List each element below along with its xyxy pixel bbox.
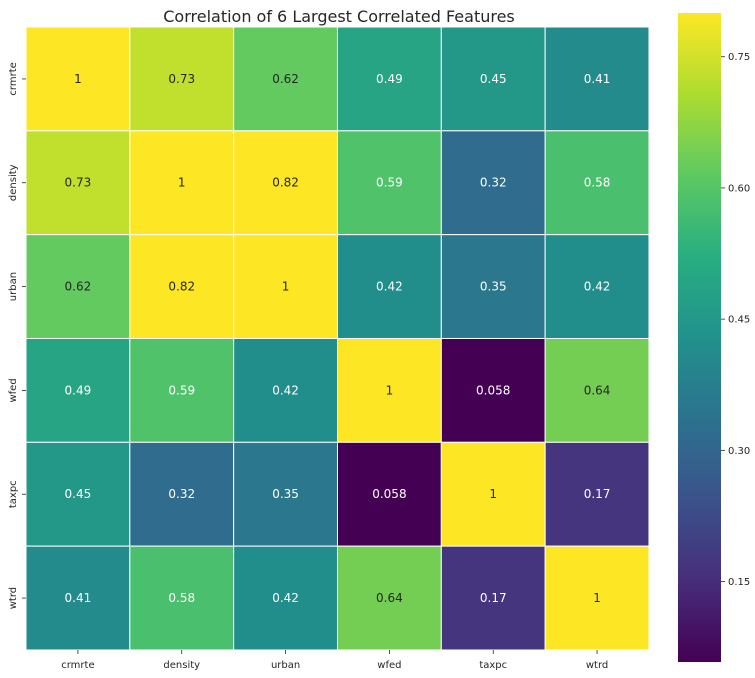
heatmap-cell (129, 234, 235, 339)
cell-value-label: 0.32 (480, 176, 507, 190)
x-tick-label: wfed (377, 660, 401, 671)
x-tick-label: density (163, 660, 200, 671)
cell-value-label: 0.45 (65, 487, 92, 501)
heatmap-cell (544, 441, 650, 547)
heatmap-cell (440, 26, 546, 132)
heatmap-cell (25, 337, 131, 443)
x-tick-label: crmrte (61, 660, 94, 671)
heatmap-cell (544, 26, 650, 132)
heatmap-cell (544, 234, 650, 339)
cell-value-label: 1 (178, 176, 186, 190)
x-tick-label: taxpc (479, 660, 507, 671)
cell-value-label: 0.058 (372, 487, 406, 501)
colorbar-gradient (678, 13, 721, 662)
y-tick-label: taxpc (8, 480, 19, 508)
cell-value-label: 0.73 (65, 176, 92, 190)
cell-value-label: 0.41 (584, 72, 611, 86)
cell-value-label: 1 (386, 383, 394, 397)
y-tick-label: density (8, 164, 19, 201)
cell-value-label: 0.58 (584, 176, 611, 190)
heatmap-cell (336, 337, 442, 443)
heatmap-cell (336, 130, 442, 236)
cell-value-label: 0.35 (480, 280, 507, 294)
cell-value-label: 0.64 (584, 383, 611, 397)
heatmap-cell (544, 130, 650, 236)
heatmap-cell (544, 337, 650, 443)
cell-value-label: 0.64 (376, 591, 403, 605)
cell-value-label: 0.59 (376, 176, 403, 190)
colorbar (678, 13, 721, 662)
heatmap-cell (25, 441, 131, 547)
heatmap-cell (129, 130, 235, 236)
heatmap-cell (25, 234, 131, 339)
heatmap-cell (336, 26, 442, 132)
colorbar-tick-label: 0.30 (728, 446, 750, 457)
cell-value-label: 0.32 (168, 487, 195, 501)
cell-value-label: 0.058 (476, 383, 510, 397)
cell-value-label: 1 (74, 72, 82, 86)
cell-value-label: 0.41 (65, 591, 92, 605)
colorbar-tick-label: 0.45 (728, 315, 750, 326)
cell-value-label: 0.62 (65, 280, 92, 294)
cell-value-label: 0.58 (168, 591, 195, 605)
cell-value-label: 1 (282, 280, 290, 294)
cell-value-label: 0.42 (376, 280, 403, 294)
cell-value-label: 1 (593, 591, 601, 605)
cell-value-label: 0.42 (272, 591, 299, 605)
cell-value-label: 0.59 (168, 383, 195, 397)
heatmap-cell (233, 234, 338, 339)
cell-value-label: 1 (489, 487, 497, 501)
heatmap-cell (129, 26, 235, 132)
colorbar-ticks: 0.15 0.30 0.45 0.60 0.75 (721, 52, 750, 588)
cell-value-label: 0.35 (272, 487, 299, 501)
cell-value-label: 0.82 (168, 280, 195, 294)
cell-value-label: 0.73 (168, 72, 195, 86)
heatmap-cell (336, 441, 442, 547)
heatmap-cell (233, 441, 338, 547)
cell-value-label: 0.42 (272, 383, 299, 397)
x-tick-label: urban (271, 660, 300, 671)
cell-value-label: 0.49 (65, 383, 92, 397)
heatmap-cell (129, 337, 235, 443)
heatmap-cell (440, 441, 546, 547)
heatmap-cells: 1 0.73 0.62 0.49 0.45 0.41 0.73 1 0.82 0.59 0.32 0.… (25, 26, 650, 651)
heatmap-cell (336, 234, 442, 339)
colorbar-tick-label: 0.15 (728, 577, 750, 588)
y-tick-label: crmrte (8, 62, 19, 95)
y-tick-label: wtrd (8, 587, 19, 609)
cell-value-label: 0.82 (272, 176, 299, 190)
cell-value-label: 0.45 (480, 72, 507, 86)
x-tick-label: wtrd (586, 660, 608, 671)
heatmap-cell (544, 545, 650, 651)
heatmap-cell (233, 26, 338, 132)
cell-value-label: 0.17 (584, 487, 611, 501)
y-tick-label: urban (8, 272, 19, 301)
x-axis-ticks: crmrte density urban wfed taxpc wtrd (61, 649, 608, 671)
heatmap-cell (233, 337, 338, 443)
y-axis-ticks: crmrte density urban wfed taxpc wtrd (8, 62, 26, 609)
cell-value-label: 0.42 (584, 280, 611, 294)
cell-value-label: 0.17 (480, 591, 507, 605)
heatmap-cell (440, 234, 546, 339)
chart-title: Correlation of 6 Largest Correlated Feat… (163, 7, 515, 26)
y-tick-label: wfed (8, 378, 19, 402)
cell-value-label: 0.62 (272, 72, 299, 86)
colorbar-tick-label: 0.75 (728, 52, 750, 63)
heatmap-cell (440, 337, 546, 443)
heatmap-cell (440, 545, 546, 651)
cell-value-label: 0.49 (376, 72, 403, 86)
heatmap-cell (25, 545, 131, 651)
heatmap-cell (25, 26, 131, 132)
colorbar-tick-label: 0.60 (728, 183, 750, 194)
